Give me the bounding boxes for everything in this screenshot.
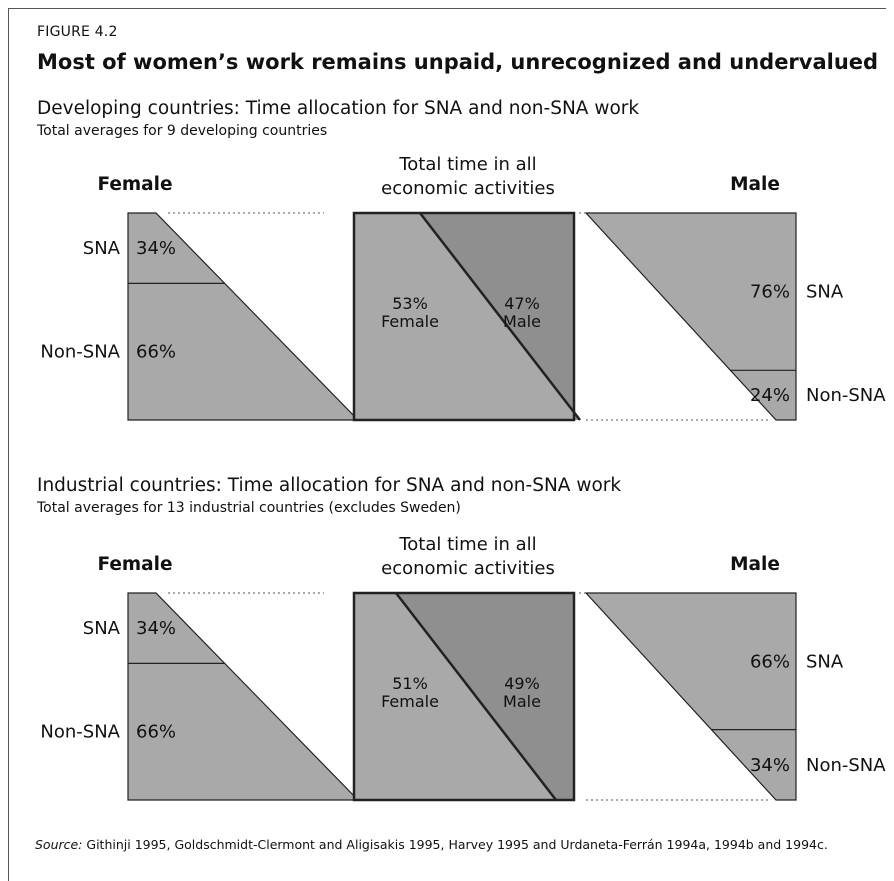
industrial-female-sna-label: SNA — [83, 618, 121, 639]
developing-male-shape — [584, 212, 797, 421]
developing-female-sna-pct: 34% — [136, 238, 176, 259]
developing-female-nonsna-pct: 66% — [136, 342, 176, 363]
industrial-total-female-region — [354, 593, 556, 800]
developing-diagram-panel: Female SNA 34% Non-SNA 66% Total time in all e… — [0, 150, 894, 430]
industrial-total-male-label: Male — [503, 692, 541, 711]
developing-female-label: Female — [97, 174, 172, 195]
developing-total-square — [352, 211, 576, 422]
industrial-section-title: Industrial countries: Time allocation fo… — [37, 475, 622, 496]
developing-male-label: Male — [730, 174, 780, 195]
developing-section-title: Developing countries: Time allocation fo… — [37, 98, 640, 119]
industrial-male-nonsna-label: Non-SNA — [806, 755, 886, 776]
industrial-total-male-region — [396, 593, 574, 800]
industrial-female-sna-pct: 34% — [136, 618, 176, 639]
industrial-total-male-pct: 49% — [504, 674, 540, 693]
developing-total-female-pct: 53% — [392, 294, 428, 313]
industrial-diagram: Female SNA 34% Non-SNA 66% Total time in all e… — [40, 534, 886, 802]
industrial-male-shape — [584, 592, 797, 801]
industrial-total-title-line2: economic activities — [381, 558, 555, 579]
figure-title: Most of women’s work remains unpaid, unr… — [37, 50, 879, 74]
developing-total-title-line2: economic activities — [381, 178, 555, 199]
figure-label: FIGURE 4.2 — [37, 24, 118, 40]
industrial-male-label: Male — [730, 554, 780, 575]
industrial-male-sna-label: SNA — [806, 651, 844, 672]
industrial-female-nonsna-pct: 66% — [136, 722, 176, 743]
developing-total-female-label: Female — [381, 312, 439, 331]
developing-section-subtitle: Total averages for 9 developing countrie… — [37, 123, 328, 139]
developing-diagram: Female SNA 34% Non-SNA 66% Total time in all e… — [40, 154, 886, 422]
industrial-female-label: Female — [97, 554, 172, 575]
source-text: Githinji 1995, Goldschmidt-Clermont and … — [82, 837, 828, 852]
industrial-male-sna-pct: 66% — [750, 651, 790, 672]
industrial-total-diagonal — [395, 592, 557, 801]
frame-left-border — [8, 8, 9, 881]
industrial-section-subtitle: Total averages for 13 industrial countri… — [37, 500, 461, 516]
developing-male-nonsna-label: Non-SNA — [806, 385, 886, 406]
industrial-male-nonsna-pct: 34% — [750, 755, 790, 776]
developing-total-male-label: Male — [503, 312, 541, 331]
developing-female-sna-label: SNA — [83, 238, 121, 259]
industrial-female-nonsna-label: Non-SNA — [40, 722, 120, 743]
developing-male-sna-label: SNA — [806, 282, 844, 303]
developing-male-nonsna-pct: 24% — [750, 385, 790, 406]
developing-total-diagonal — [419, 212, 581, 421]
developing-total-title-line1: Total time in all — [398, 154, 536, 175]
developing-total-female-region — [354, 213, 580, 420]
industrial-total-female-pct: 51% — [392, 674, 428, 693]
industrial-diagram-panel: Female SNA 34% Non-SNA 66% Total time in all e… — [0, 530, 894, 810]
industrial-total-square — [352, 591, 576, 802]
source-label: Source: — [35, 837, 83, 852]
developing-female-nonsna-label: Non-SNA — [40, 342, 120, 363]
developing-male-sna-pct: 76% — [750, 282, 790, 303]
source-note: Source: Githinji 1995, Goldschmidt-Clerm… — [35, 838, 875, 852]
industrial-total-title-line1: Total time in all — [398, 534, 536, 555]
developing-total-male-pct: 47% — [504, 294, 540, 313]
frame-top-border — [8, 8, 886, 9]
industrial-total-female-label: Female — [381, 692, 439, 711]
